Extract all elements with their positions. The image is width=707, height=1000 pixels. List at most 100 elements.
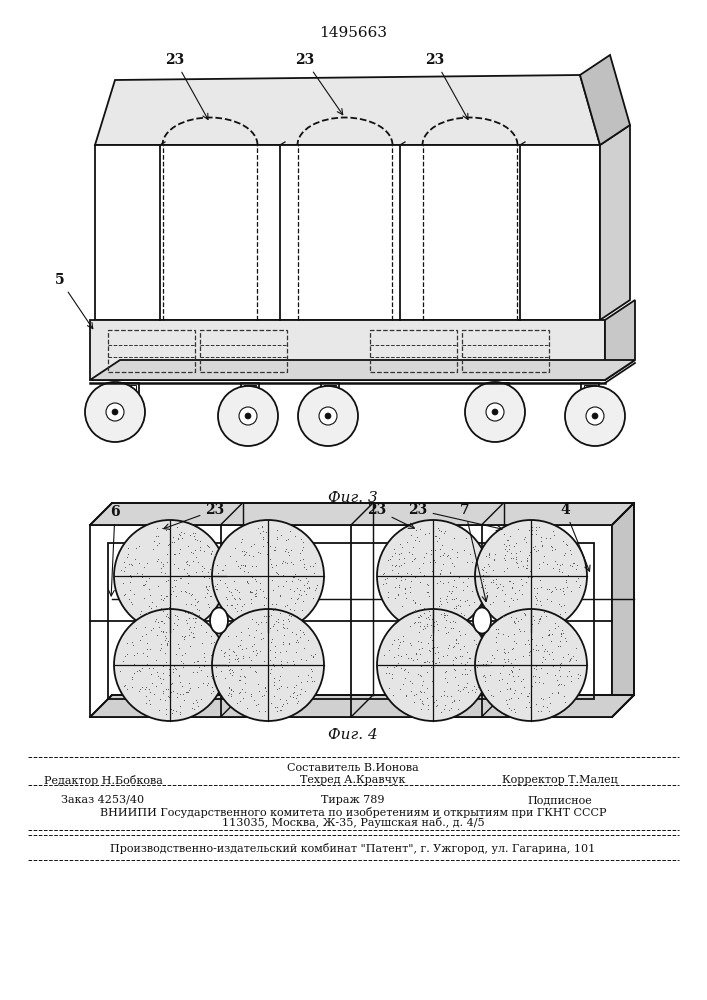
- Point: [522, 688, 534, 704]
- Point: [132, 663, 143, 679]
- Point: [390, 570, 402, 586]
- Point: [438, 609, 450, 625]
- Point: [178, 525, 189, 541]
- Point: [501, 692, 512, 708]
- Point: [528, 660, 539, 676]
- Point: [136, 628, 147, 644]
- Point: [395, 557, 407, 573]
- Point: [220, 644, 231, 660]
- Point: [266, 572, 277, 588]
- Point: [485, 654, 496, 670]
- Point: [165, 701, 176, 717]
- Point: [535, 690, 547, 706]
- Point: [268, 582, 279, 598]
- Point: [175, 583, 186, 599]
- Point: [510, 554, 521, 570]
- Point: [426, 688, 438, 704]
- Point: [561, 668, 572, 684]
- Point: [192, 532, 203, 548]
- Point: [457, 681, 469, 697]
- Point: [532, 642, 544, 658]
- Point: [461, 592, 472, 608]
- Point: [284, 636, 295, 652]
- Point: [513, 582, 525, 598]
- Point: [530, 642, 542, 658]
- Point: [437, 648, 448, 664]
- Point: [552, 685, 563, 701]
- Point: [275, 588, 286, 604]
- Point: [271, 565, 283, 581]
- Point: [171, 617, 182, 633]
- Point: [163, 609, 174, 625]
- Point: [412, 666, 423, 682]
- Point: [456, 655, 467, 671]
- Point: [555, 628, 566, 644]
- Text: Техред А.Кравчук: Техред А.Кравчук: [300, 775, 406, 785]
- Bar: [90, 320, 605, 380]
- Point: [274, 668, 285, 684]
- Point: [187, 586, 198, 602]
- Point: [411, 651, 422, 667]
- Point: [237, 648, 248, 664]
- Point: [265, 642, 276, 658]
- Point: [173, 640, 185, 656]
- Point: [564, 652, 575, 668]
- Point: [477, 668, 489, 684]
- Point: [218, 645, 229, 661]
- Point: [533, 669, 544, 685]
- Point: [268, 688, 279, 704]
- Point: [128, 665, 139, 681]
- Point: [494, 665, 506, 681]
- Point: [146, 675, 157, 691]
- Point: [429, 655, 440, 671]
- Point: [167, 579, 178, 595]
- Point: [255, 625, 267, 641]
- Point: [516, 673, 527, 689]
- Point: [427, 653, 438, 669]
- Point: [433, 522, 445, 538]
- Point: [298, 624, 309, 640]
- Point: [129, 586, 140, 602]
- Point: [513, 690, 524, 706]
- Point: [122, 546, 134, 562]
- Point: [460, 679, 472, 695]
- Point: [287, 689, 298, 705]
- Polygon shape: [605, 300, 635, 380]
- Point: [482, 657, 493, 673]
- Point: [539, 651, 550, 667]
- Point: [533, 669, 544, 685]
- Point: [156, 623, 167, 639]
- Point: [201, 537, 213, 553]
- Point: [216, 642, 227, 658]
- Point: [435, 590, 446, 606]
- Point: [510, 549, 522, 565]
- Point: [500, 552, 511, 568]
- Point: [499, 645, 510, 661]
- Point: [572, 570, 583, 586]
- Point: [390, 658, 402, 674]
- Point: [471, 681, 482, 697]
- Text: 1495663: 1495663: [319, 26, 387, 40]
- Point: [206, 543, 218, 559]
- Point: [493, 672, 505, 688]
- Polygon shape: [600, 125, 630, 320]
- Point: [183, 567, 194, 583]
- Point: [167, 529, 178, 545]
- Point: [488, 562, 499, 578]
- Point: [176, 653, 187, 669]
- Point: [189, 654, 200, 670]
- Point: [264, 608, 275, 624]
- Point: [308, 649, 319, 665]
- Point: [185, 680, 196, 696]
- Point: [508, 626, 520, 642]
- Point: [450, 662, 461, 678]
- Point: [450, 598, 462, 614]
- Point: [518, 671, 529, 687]
- Point: [520, 699, 532, 715]
- Point: [119, 678, 130, 694]
- Point: [445, 585, 457, 601]
- Point: [448, 591, 460, 607]
- Point: [179, 692, 190, 708]
- Point: [168, 664, 179, 680]
- Point: [455, 598, 466, 614]
